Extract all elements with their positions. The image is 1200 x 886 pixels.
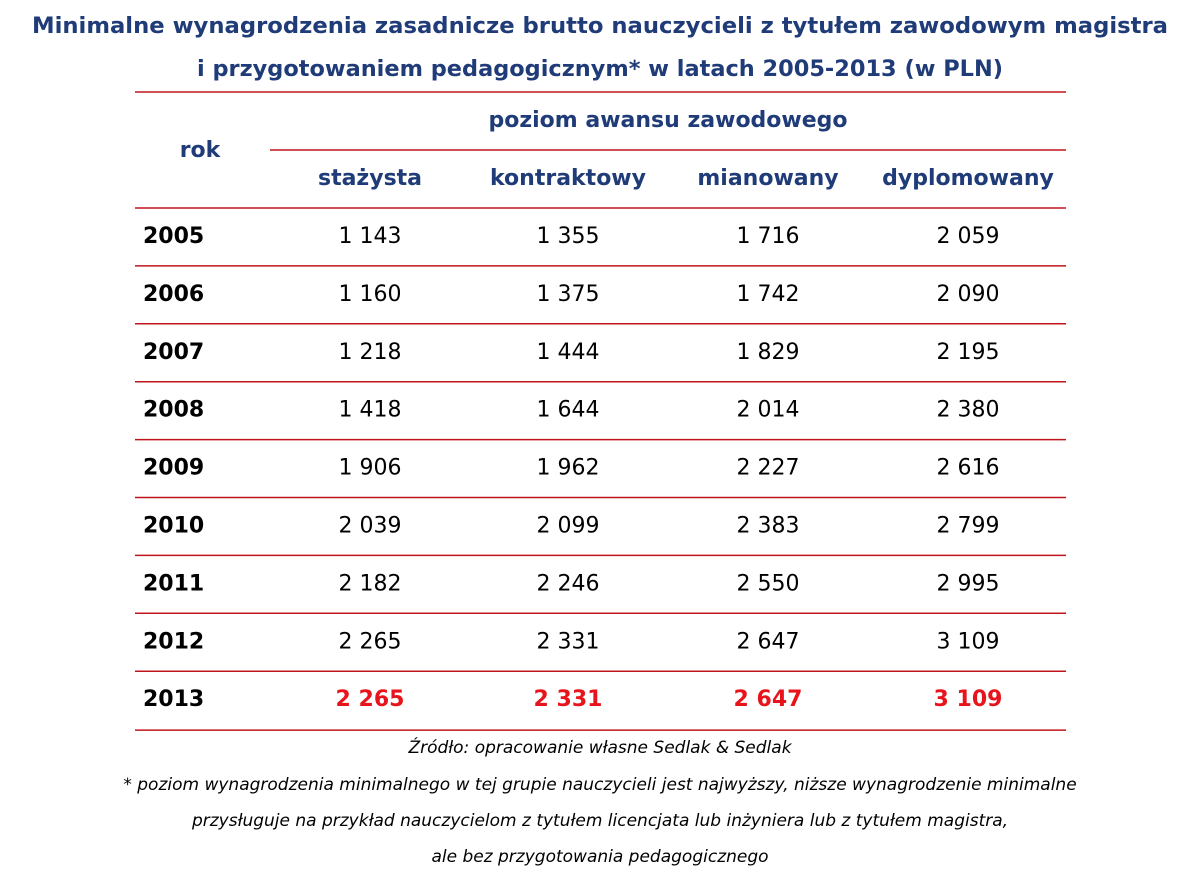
value-cell: 2 550 [737,571,800,596]
row-header: rok [180,138,222,163]
value-cell: 1 143 [339,224,402,249]
value-cell: 2 182 [339,571,402,596]
year-cell: 2007 [143,340,204,365]
table: stażysta kontraktowy mianowany dyplomowany 2… [123,166,1076,867]
value-cell: 2 331 [537,629,600,654]
year-cell: 2010 [143,513,204,538]
year-cell: 2005 [143,224,204,249]
year-cell: 2012 [143,629,204,654]
value-cell: 3 109 [934,687,1003,712]
column-header: dyplomowany [882,166,1054,191]
value-cell: 2 995 [937,571,1000,596]
group-header: poziom awansu zawodowego [488,108,847,133]
value-cell: 2 059 [937,224,1000,249]
value-cell: 2 099 [537,513,600,538]
column-header: kontraktowy [490,166,646,191]
value-cell: 2 195 [937,340,1000,365]
value-cell: 2 616 [937,456,1000,481]
year-cell: 2006 [143,282,204,307]
value-cell: 2 647 [734,687,803,712]
value-cell: 2 265 [336,687,405,712]
value-cell: 2 090 [937,282,1000,307]
value-cell: 1 218 [339,340,402,365]
value-cell: 2 265 [339,629,402,654]
value-cell: 2 380 [937,398,1000,423]
value-cell: 1 716 [737,224,800,249]
value-cell: 1 829 [737,340,800,365]
year-cell: 2009 [143,456,204,481]
value-cell: 1 962 [537,456,600,481]
year-cell: 2013 [143,687,204,712]
value-cell: 2 227 [737,456,800,481]
value-cell: 2 647 [737,629,800,654]
value-cell: 1 355 [537,224,600,249]
value-cell: 2 246 [537,571,600,596]
value-cell: 1 444 [537,340,600,365]
value-cell: 1 742 [737,282,800,307]
value-cell: 2 331 [534,687,603,712]
value-cell: 1 644 [537,398,600,423]
value-cell: 1 160 [339,282,402,307]
value-cell: 1 906 [339,456,402,481]
value-cell: 1 418 [339,398,402,423]
footnote-line: * poziom wynagrodzenia minimalnego w tej… [123,775,1076,795]
value-cell: 1 375 [537,282,600,307]
value-cell: 2 014 [737,398,800,423]
value-cell: 2 799 [937,513,1000,538]
value-cell: 3 109 [937,629,1000,654]
column-header: stażysta [318,166,422,191]
column-header: mianowany [697,166,838,191]
title-line: i przygotowaniem pedagogicznym* w latach… [197,57,1003,82]
footnote-line: przysługuje na przykład nauczycielom z t… [191,811,1008,831]
title-line: Minimalne wynagrodzenia zasadnicze brutt… [32,14,1168,39]
value-cell: 2 383 [737,513,800,538]
source-note: Źródło: opracowanie własne Sedlak & Sedl… [407,736,792,758]
value-cell: 2 039 [339,513,402,538]
footnote-line: ale bez przygotowania pedagogicznego [431,847,768,867]
year-cell: 2011 [143,571,204,596]
year-cell: 2008 [143,398,204,423]
